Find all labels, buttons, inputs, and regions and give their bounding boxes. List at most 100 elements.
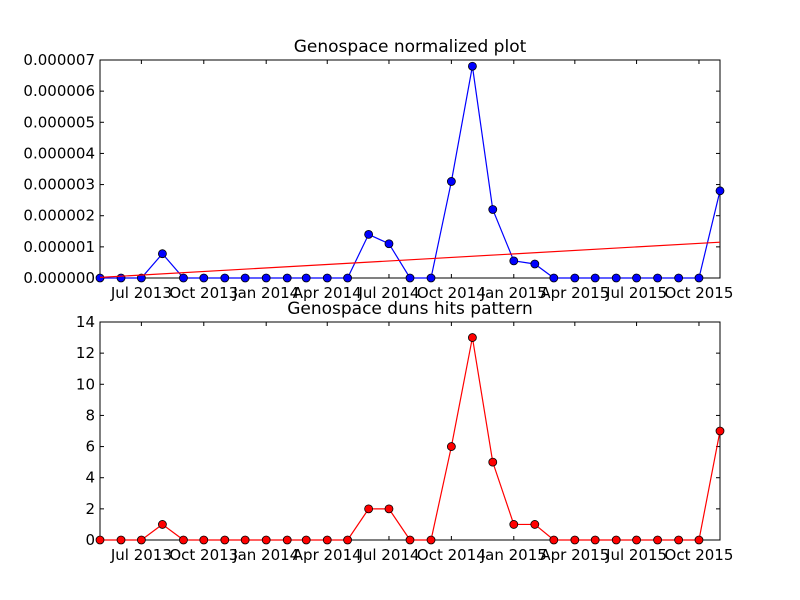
x-tick-label: Jul 2014 — [357, 284, 419, 302]
series-1-line — [99, 241, 721, 278]
x-tick-label: Jul 2013 — [110, 284, 172, 302]
series-0-point — [446, 177, 456, 186]
y-tick-label: 8 — [85, 406, 95, 424]
series-0-point — [632, 535, 641, 545]
normalized-plot-title: Genospace normalized plot — [294, 37, 527, 57]
y-tick-label: 12 — [76, 344, 95, 362]
x-tick-label: Oct 2015 — [665, 284, 734, 302]
series-0-point — [674, 273, 684, 283]
x-tick-label: Jan 2015 — [480, 546, 547, 564]
series-0-point — [715, 186, 725, 196]
x-tick-label: Jan 2014 — [232, 546, 299, 564]
x-tick-label: Oct 2015 — [665, 546, 734, 564]
series-0-point — [199, 535, 209, 545]
series-0-point — [653, 535, 662, 545]
series-0-point — [632, 273, 641, 283]
x-tick-label: Oct 2014 — [417, 546, 486, 564]
series-0-point — [549, 535, 559, 545]
series-0-point — [549, 273, 559, 283]
x-tick-label: Jul 2015 — [605, 284, 667, 302]
series-0-point — [653, 273, 662, 283]
series-0-point — [426, 535, 436, 545]
series-0-point — [343, 535, 352, 545]
series-0-point — [674, 535, 684, 545]
x-tick-label: Oct 2014 — [417, 284, 486, 302]
series-0-point — [590, 273, 600, 283]
series-0-point — [220, 273, 230, 283]
series-0-point — [199, 273, 209, 283]
y-tick-label: 0.000002 — [23, 207, 95, 225]
series-0-point — [95, 273, 105, 283]
x-tick-label: Apr 2015 — [540, 284, 609, 302]
series-0-point — [158, 249, 167, 259]
series-0-point — [179, 273, 188, 283]
series-0-point — [322, 273, 332, 283]
x-tick-label: Apr 2014 — [293, 284, 362, 302]
normalized-plot-panel: Genospace normalized plot 0.0000000.0000… — [23, 37, 733, 302]
y-tick-label: 0.000000 — [23, 269, 95, 287]
series-0-point — [426, 273, 436, 283]
series-0-point — [136, 273, 146, 283]
series-0-point — [179, 535, 188, 545]
y-tick-label: 0.000001 — [23, 238, 95, 256]
series-0-point — [95, 535, 105, 545]
y-tick-label: 0 — [85, 531, 95, 549]
series-0-point — [530, 259, 540, 269]
series-0-point — [694, 273, 704, 283]
series-0-point — [488, 205, 498, 214]
y-tick-label: 0.000004 — [23, 144, 95, 162]
x-tick-label: Apr 2014 — [293, 546, 362, 564]
series-0-point — [446, 442, 456, 451]
series-0-point — [136, 535, 146, 545]
series-0-point — [282, 535, 292, 545]
x-tick-label: Jul 2013 — [110, 546, 172, 564]
y-tick-label: 2 — [85, 500, 95, 518]
series-0-point — [509, 256, 519, 266]
series-0-point — [343, 273, 352, 283]
series-0-point — [240, 273, 250, 283]
x-tick-label: Jan 2014 — [232, 284, 299, 302]
y-tick-label: 0.000006 — [23, 82, 95, 100]
x-tick-label: Oct 2013 — [169, 284, 238, 302]
y-tick-label: 14 — [76, 313, 95, 331]
series-0-point — [611, 273, 621, 283]
series-0-point — [240, 535, 250, 545]
series-0-point — [116, 535, 126, 545]
series-0-point — [261, 535, 271, 545]
y-tick-label: 10 — [76, 375, 95, 393]
normalized-plot-ticks: 0.000000 0.000001 0.000002 0.000003 0.000004… — [23, 51, 733, 302]
x-tick-label: Jul 2014 — [357, 546, 419, 564]
series-0-point — [488, 457, 498, 467]
x-tick-label: Oct 2013 — [169, 546, 238, 564]
normalized-plot-marks — [95, 61, 725, 283]
duns-hits-title: Genospace duns hits pattern — [287, 299, 533, 319]
series-0-point — [694, 535, 704, 545]
series-0-point — [530, 520, 540, 529]
series-0-point — [570, 273, 580, 283]
series-0-point — [468, 61, 477, 71]
series-0-point — [301, 273, 311, 283]
series-0-point — [282, 273, 292, 283]
y-tick-label: 0.000007 — [23, 51, 95, 69]
series-0-point — [405, 273, 415, 283]
y-tick-label: 0.000003 — [23, 176, 95, 194]
x-tick-label: Jul 2015 — [605, 546, 667, 564]
duns-hits-marks — [95, 333, 725, 545]
series-0-point — [590, 535, 600, 545]
series-0-point — [611, 535, 621, 545]
series-0-point — [384, 239, 394, 249]
series-0-point — [364, 229, 374, 239]
x-tick-label: Jan 2015 — [480, 284, 547, 302]
series-0-point — [220, 535, 230, 545]
duns-hits-panel: Genospace duns hits pattern 0 2 4 6 8 10 12 14 J… — [76, 299, 734, 564]
series-0-point — [468, 333, 477, 342]
series-0-point — [570, 535, 580, 545]
y-tick-label: 0.000005 — [23, 113, 95, 131]
series-0-point — [301, 535, 311, 545]
series-0-point — [509, 520, 519, 529]
series-0-point — [322, 535, 332, 545]
y-tick-label: 4 — [85, 469, 95, 487]
x-tick-label: Apr 2015 — [540, 546, 609, 564]
